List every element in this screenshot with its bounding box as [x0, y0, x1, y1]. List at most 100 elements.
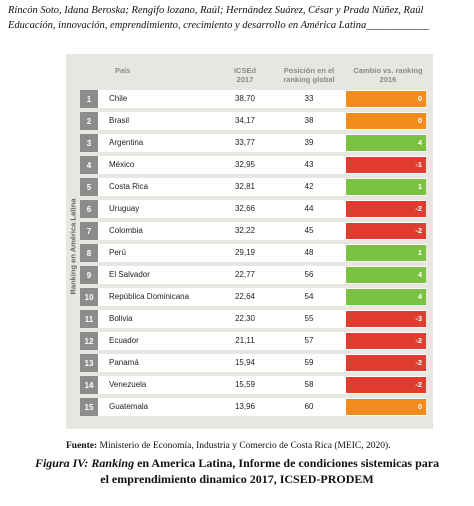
global-position: 48 — [304, 248, 314, 257]
country-name: Bolivia — [109, 314, 133, 323]
rank-badge: 4 — [80, 156, 98, 174]
global-position: 56 — [304, 270, 314, 279]
authors-line: Rincón Soto, Idana Beroska; Rengifo loza… — [8, 5, 424, 16]
table-row: 6 Uruguay 32,66 44 -2 — [80, 200, 426, 218]
global-position: 42 — [304, 182, 314, 191]
icsed-score: 29,19 — [234, 248, 256, 257]
icsed-score: 32,81 — [234, 182, 256, 191]
icsed-score: 34,17 — [234, 116, 256, 125]
icsed-score: 15,94 — [234, 358, 256, 367]
column-header-icsed: ICSEd 2017 — [233, 66, 257, 84]
figure-caption: Figura IV: Ranking en America Latina, In… — [0, 455, 474, 487]
country-name: Perú — [109, 248, 126, 257]
global-position: 59 — [304, 358, 314, 367]
country-name: Ecuador — [109, 336, 139, 345]
table-row: 12 Ecuador 21,11 57 -2 — [80, 332, 426, 350]
caption-prefix: Figura IV: Ranking — [34, 456, 135, 470]
change-bar: 1 — [346, 179, 426, 195]
icsed-score: 22,77 — [234, 270, 256, 279]
journal-line: Educación, innovación, emprendimiento, c… — [8, 20, 430, 31]
change-value: 4 — [417, 270, 422, 279]
country-name: Guatemala — [109, 402, 149, 411]
table-row: 8 Perú 29,19 48 1 — [80, 244, 426, 262]
global-position: 57 — [304, 336, 314, 345]
global-position: 60 — [304, 402, 314, 411]
table-row: 5 Costa Rica 32,81 42 1 — [80, 178, 426, 196]
global-position: 33 — [304, 94, 314, 103]
country-name: Venezuela — [109, 380, 147, 389]
rank-badge: 15 — [80, 398, 98, 416]
global-position: 58 — [304, 380, 314, 389]
change-value: 0 — [417, 402, 422, 411]
source-label: Fuente: — [66, 441, 98, 451]
change-bar: -3 — [346, 311, 426, 327]
rank-badge: 1 — [80, 90, 98, 108]
caption-line-2: el emprendimiento dinamico 2017, ICSED-P… — [100, 472, 374, 486]
table-row: 7 Colombia 32,22 45 -2 — [80, 222, 426, 240]
rank-badge: 8 — [80, 244, 98, 262]
rank-badge: 3 — [80, 134, 98, 152]
change-value: -1 — [415, 160, 422, 169]
change-bar: 4 — [346, 267, 426, 283]
rank-badge: 6 — [80, 200, 98, 218]
change-bar: -2 — [346, 223, 426, 239]
table-row: 2 Brasil 34,17 38 0 — [80, 112, 426, 130]
change-bar: -1 — [346, 157, 426, 173]
country-name: México — [109, 160, 135, 169]
icsed-score: 13,96 — [234, 402, 256, 411]
side-label: Ranking en América Latina — [66, 146, 80, 346]
change-value: -3 — [415, 314, 422, 323]
ranking-figure: Ranking en América Latina País ICSEd 201… — [66, 54, 433, 429]
source-note: Fuente: Ministerio de Economía, Industri… — [66, 441, 466, 451]
country-name: Colombia — [109, 226, 143, 235]
icsed-score: 15,59 — [234, 380, 256, 389]
change-bar: 4 — [346, 135, 426, 151]
icsed-score: 22,64 — [234, 292, 256, 301]
table-row: 13 Panamá 15,94 59 -2 — [80, 354, 426, 372]
change-bar: -2 — [346, 377, 426, 393]
icsed-score: 21,11 — [235, 336, 255, 345]
change-value: 4 — [417, 138, 422, 147]
change-value: 1 — [417, 182, 422, 191]
ranking-rows: 1 Chile 38,70 33 0 2 Brasil 34,17 38 0 3 Argentina 3… — [80, 90, 426, 420]
rank-badge: 2 — [80, 112, 98, 130]
global-position: 45 — [304, 226, 314, 235]
change-value: 0 — [417, 116, 422, 125]
rank-badge: 12 — [80, 332, 98, 350]
change-value: 1 — [417, 248, 422, 257]
change-value: -2 — [415, 226, 422, 235]
country-name: Brasil — [109, 116, 130, 125]
country-name: El Salvador — [109, 270, 150, 279]
global-position: 39 — [304, 138, 314, 147]
global-position: 44 — [304, 204, 314, 213]
change-value: -2 — [415, 204, 422, 213]
document-header: Rincón Soto, Idana Beroska; Rengifo loza… — [8, 3, 468, 33]
caption-line-1: Figura IV: Ranking en America Latina, In… — [0, 455, 474, 471]
icsed-score: 32,66 — [234, 204, 256, 213]
rank-badge: 11 — [80, 310, 98, 328]
change-value: -2 — [415, 380, 422, 389]
icsed-score: 32,95 — [234, 160, 256, 169]
rank-badge: 9 — [80, 266, 98, 284]
source-text: Ministerio de Economía, Industria y Come… — [97, 441, 391, 451]
change-bar: 1 — [346, 245, 426, 261]
country-name: República Dominicana — [109, 292, 190, 301]
table-row: 4 México 32,95 43 -1 — [80, 156, 426, 174]
country-name: Argentina — [109, 138, 144, 147]
table-row: 9 El Salvador 22,77 56 4 — [80, 266, 426, 284]
change-bar: 4 — [346, 289, 426, 305]
rank-badge: 14 — [80, 376, 98, 394]
country-name: Panamá — [109, 358, 139, 367]
global-position: 55 — [304, 314, 314, 323]
table-row: 1 Chile 38,70 33 0 — [80, 90, 426, 108]
table-row: 15 Guatemala 13,96 60 0 — [80, 398, 426, 416]
country-name: Uruguay — [109, 204, 140, 213]
country-name: Costa Rica — [109, 182, 149, 191]
global-position: 43 — [304, 160, 314, 169]
change-value: 4 — [417, 292, 422, 301]
change-bar: -2 — [346, 201, 426, 217]
change-bar: -2 — [346, 333, 426, 349]
change-value: -2 — [415, 336, 422, 345]
table-row: 14 Venezuela 15,59 58 -2 — [80, 376, 426, 394]
rank-badge: 10 — [80, 288, 98, 306]
